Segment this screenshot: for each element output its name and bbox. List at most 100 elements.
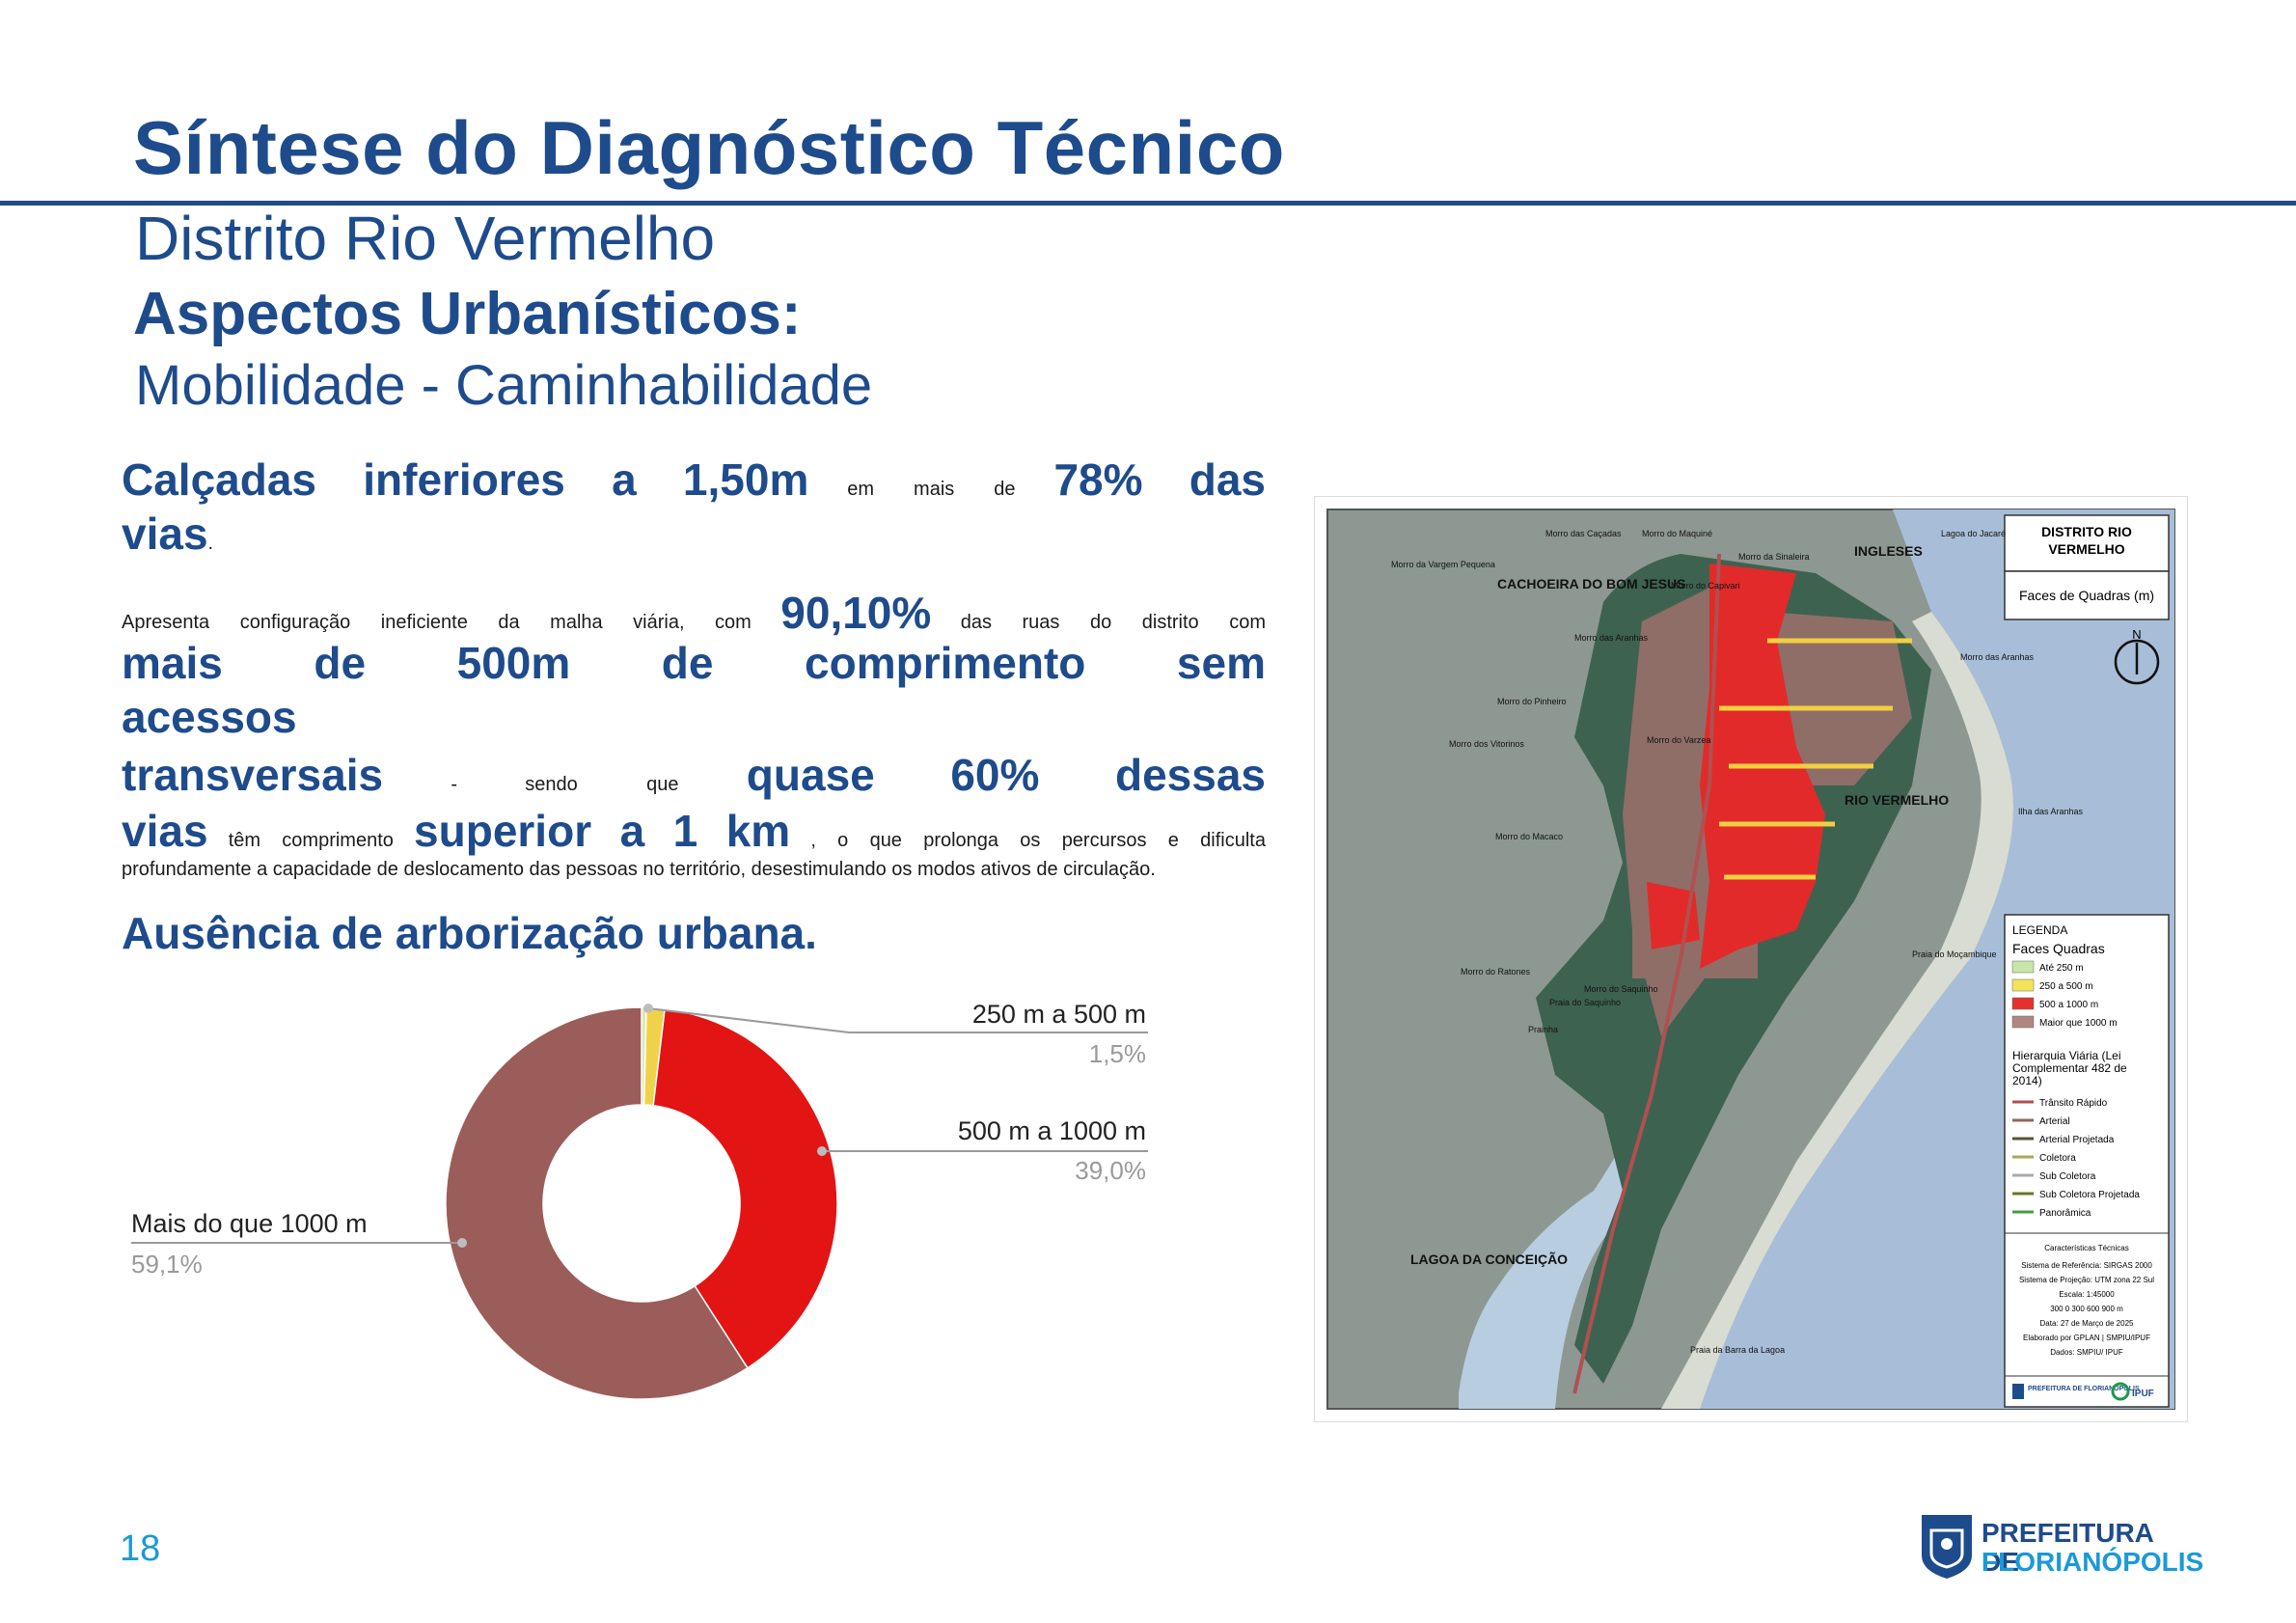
map-place-label: Prainha bbox=[1528, 1025, 1558, 1034]
map-place-label: Morro do Capivari bbox=[1671, 581, 1740, 591]
length-line: vias têm comprimento superior a 1 km , o… bbox=[122, 805, 1266, 857]
legend-face-label: 250 a 500 m bbox=[2039, 981, 2093, 992]
leader-line-250-500 bbox=[647, 1007, 1148, 1033]
rio-vermelho-map: DISTRITO RIO VERMELHO Faces de Quadras (… bbox=[1314, 496, 2188, 1422]
tech-line: Escala: 1:45000 bbox=[2059, 1290, 2115, 1299]
logo-line-2: FLORIANÓPOLIS bbox=[1982, 1547, 2204, 1577]
marker-500-1000 bbox=[817, 1146, 827, 1156]
legend-face-label: Até 250 m bbox=[2039, 963, 2084, 974]
section-heading: Aspectos Urbanísticos: bbox=[133, 281, 802, 347]
legend-swatch bbox=[2011, 978, 2035, 992]
street-length-donut-chart: 250 m a 500 m 1,5% 500 m a 1000 m 39,0% … bbox=[131, 1000, 1148, 1400]
topic-heading: Mobilidade - Caminhabilidade bbox=[135, 354, 873, 417]
map-place-label: Praia do Moçambique bbox=[1912, 949, 1997, 959]
map-place-label: Morro do Varzea bbox=[1647, 735, 1710, 745]
tech-line: 300 0 300 600 900 m bbox=[2050, 1305, 2123, 1313]
legend-road-label: Arterial bbox=[2039, 1116, 2070, 1127]
sidewalk-statement-end: vias. bbox=[122, 508, 1266, 560]
map-place-label: Morro do Ratones bbox=[1461, 967, 1531, 977]
legend-road-label: Panorâmica bbox=[2039, 1208, 2091, 1219]
legend-title: LEGENDA bbox=[2012, 923, 2067, 937]
district-subtitle: Distrito Rio Vermelho bbox=[135, 204, 716, 273]
map-place-label: Praia da Barra da Lagoa bbox=[1690, 1345, 1785, 1355]
map-place-label: Morro das Aranhas bbox=[1574, 633, 1649, 643]
tech-line: Sistema de Projeção: UTM zona 22 Sul bbox=[2019, 1276, 2154, 1284]
transversal-connector: sendo que bbox=[525, 774, 679, 795]
sidewalk-connector: em mais de bbox=[847, 479, 1016, 500]
arborization-heading: Ausência de arborização urbana. bbox=[122, 908, 817, 958]
donut-slice-1 bbox=[652, 1007, 838, 1369]
map-logo-pref: PREFEITURA DE FLORIANÓPOLIS bbox=[2028, 1384, 2140, 1392]
title-divider bbox=[0, 201, 2296, 206]
ipuf-logo-icon bbox=[2111, 1382, 2130, 1401]
map-place-label: RIO VERMELHO bbox=[1845, 792, 1949, 808]
map-legend bbox=[2004, 914, 2170, 1408]
label-1000: Mais do que 1000 m bbox=[131, 1209, 368, 1238]
legend-road-label: Sub Coletora bbox=[2039, 1171, 2096, 1182]
page-title: Síntese do Diagnóstico Técnico bbox=[133, 105, 1285, 190]
map-logo-pref-icon bbox=[2012, 1384, 2024, 1399]
map-place-label: Morro dos Vitorinos bbox=[1449, 739, 1524, 749]
value-1000: 59,1% bbox=[131, 1250, 203, 1279]
logo-line-1: PREFEITURA DE bbox=[1982, 1518, 2153, 1577]
map-place-label: Morro da Sinaleira bbox=[1738, 552, 1810, 562]
legend-swatch bbox=[2011, 997, 2035, 1010]
transversal-line: transversais - sendo que quase 60% dessa… bbox=[122, 749, 1266, 801]
transversal-word: transversais bbox=[122, 750, 384, 800]
legend-hierarchy-1: Hierarquia Viária (Lei bbox=[2012, 1049, 2121, 1062]
map-place-label: Morro do Macaco bbox=[1495, 832, 1563, 841]
legend-swatch bbox=[2011, 1015, 2035, 1029]
tech-line: Dados: SMPIU/ IPUF bbox=[2050, 1348, 2123, 1357]
map-place-label: Morro do Maquiné bbox=[1642, 529, 1712, 538]
legend-face-label: 500 a 1000 m bbox=[2039, 1000, 2098, 1010]
sidewalk-percent: 78% das bbox=[1053, 454, 1266, 505]
main-road bbox=[1572, 553, 1721, 1394]
tech-line: Data: 27 de Março de 2025 bbox=[2040, 1319, 2135, 1328]
map-place-label: Lagoa do Jacaré bbox=[1941, 529, 2006, 538]
legend-face-label: Maior que 1000 m bbox=[2039, 1018, 2118, 1029]
length-connector: têm comprimento bbox=[228, 830, 394, 851]
donut-slice-2 bbox=[445, 1006, 749, 1400]
tech-title: Características Técnicas bbox=[2044, 1244, 2128, 1252]
marker-1000 bbox=[457, 1238, 467, 1248]
map-logo-ipuf: IPUF bbox=[2132, 1389, 2154, 1399]
length-highlight: superior a 1 km bbox=[414, 806, 791, 856]
map-place-label: Morro do Pinheiro bbox=[1497, 697, 1567, 706]
map-place-label: CACHOEIRA DO BOM JESUS bbox=[1497, 576, 1686, 591]
legend-road-label: Arterial Projetada bbox=[2039, 1135, 2115, 1145]
city-crest-icon bbox=[1922, 1515, 1972, 1579]
legend-subtitle: Faces Quadras bbox=[2012, 941, 2105, 956]
label-250-500: 250 m a 500 m bbox=[972, 1000, 1146, 1029]
road-network-percent: 90,10% bbox=[780, 588, 932, 638]
label-500-1000: 500 m a 1000 m bbox=[958, 1116, 1146, 1145]
legend-road-label: Sub Coletora Projetada bbox=[2039, 1190, 2140, 1200]
block-brown-east bbox=[1767, 612, 1912, 785]
value-500-1000: 39,0% bbox=[1075, 1156, 1146, 1185]
marker-250-500 bbox=[643, 1004, 653, 1013]
sidewalk-statement: Calçadas inferiores a 1,50m em mais de 7… bbox=[122, 454, 1266, 505]
length-text: , o que prolonga os percursos e dificult… bbox=[810, 830, 1266, 851]
value-250-500: 1,5% bbox=[1089, 1039, 1146, 1068]
tech-line: Elaborado por GPLAN | SMPIU/IPUF bbox=[2023, 1334, 2150, 1342]
map-place-label: Morro do Saquinho bbox=[1584, 984, 1658, 994]
legend-hierarchy-2: Complementar 482 de bbox=[2012, 1061, 2127, 1075]
map-place-label: INGLESES bbox=[1854, 543, 1923, 559]
road-network-text: Apresenta configuração ineficiente da ma… bbox=[122, 612, 752, 633]
legend-hierarchy-3: 2014) bbox=[2012, 1074, 2042, 1087]
map-place-label: Morro das Aranhas bbox=[1960, 652, 2035, 662]
long-streets-highlight: mais de 500m de comprimento sem bbox=[122, 638, 1266, 688]
map-subtitle: Faces de Quadras (m) bbox=[2019, 588, 2154, 603]
dash: - bbox=[451, 774, 458, 795]
legend-road-label: Coletora bbox=[2039, 1153, 2076, 1164]
sidewalk-highlight: Calçadas inferiores a 1,50m bbox=[122, 454, 809, 505]
map-place-label: Praia do Saquinho bbox=[1549, 998, 1621, 1007]
north-label: N bbox=[2132, 627, 2141, 642]
tech-line: Sistema de Referência: SIRGAS 2000 bbox=[2021, 1261, 2152, 1270]
map-title-1: DISTRITO RIO bbox=[2041, 524, 2132, 539]
legend-swatch bbox=[2011, 960, 2035, 974]
legend-road-label: Trânsito Rápido bbox=[2039, 1098, 2108, 1109]
sidewalk-vias: vias bbox=[122, 509, 208, 559]
prefeitura-logo: PREFEITURA DE FLORIANÓPOLIS bbox=[1920, 1513, 2203, 1582]
length-vias: vias bbox=[122, 806, 208, 856]
sidewalk-period: . bbox=[207, 533, 214, 554]
